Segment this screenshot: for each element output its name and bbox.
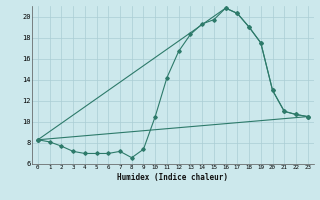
X-axis label: Humidex (Indice chaleur): Humidex (Indice chaleur) [117,173,228,182]
